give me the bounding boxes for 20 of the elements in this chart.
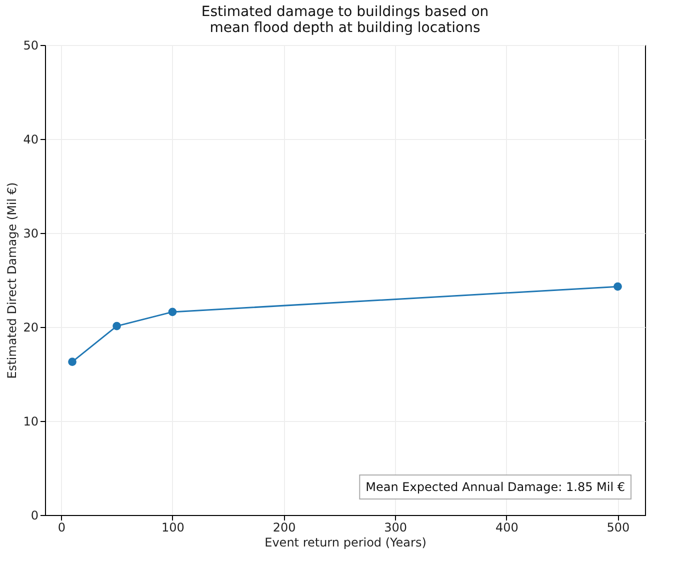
x-tick-label: 0	[58, 520, 66, 534]
y-tick-label: 10	[23, 414, 38, 428]
y-tick-label: 50	[23, 38, 38, 52]
x-tick-label: 100	[162, 520, 184, 534]
x-tick-label: 500	[606, 520, 630, 534]
y-axis-title: Estimated Direct Damage (Mil €)	[5, 182, 20, 379]
y-tick-label: 40	[23, 132, 38, 146]
x-tick-label: 400	[495, 520, 518, 534]
point	[68, 358, 76, 366]
point	[168, 308, 177, 316]
x-tick-label: 300	[384, 520, 408, 534]
y-tick-label: 30	[23, 226, 38, 240]
chart-title: Estimated damage to buildings based on mean flood depth at building locations	[201, 4, 489, 36]
x-tick-label: 200	[272, 520, 296, 534]
x-axis-title: Event return period (Years)	[264, 536, 426, 550]
point	[614, 282, 622, 291]
annotation: Mean Expected Annual Damage: 1.85 Mil €	[366, 480, 625, 494]
point	[112, 322, 121, 330]
y-tick-label: 20	[23, 320, 38, 334]
y-tick-label: 0	[30, 508, 38, 522]
